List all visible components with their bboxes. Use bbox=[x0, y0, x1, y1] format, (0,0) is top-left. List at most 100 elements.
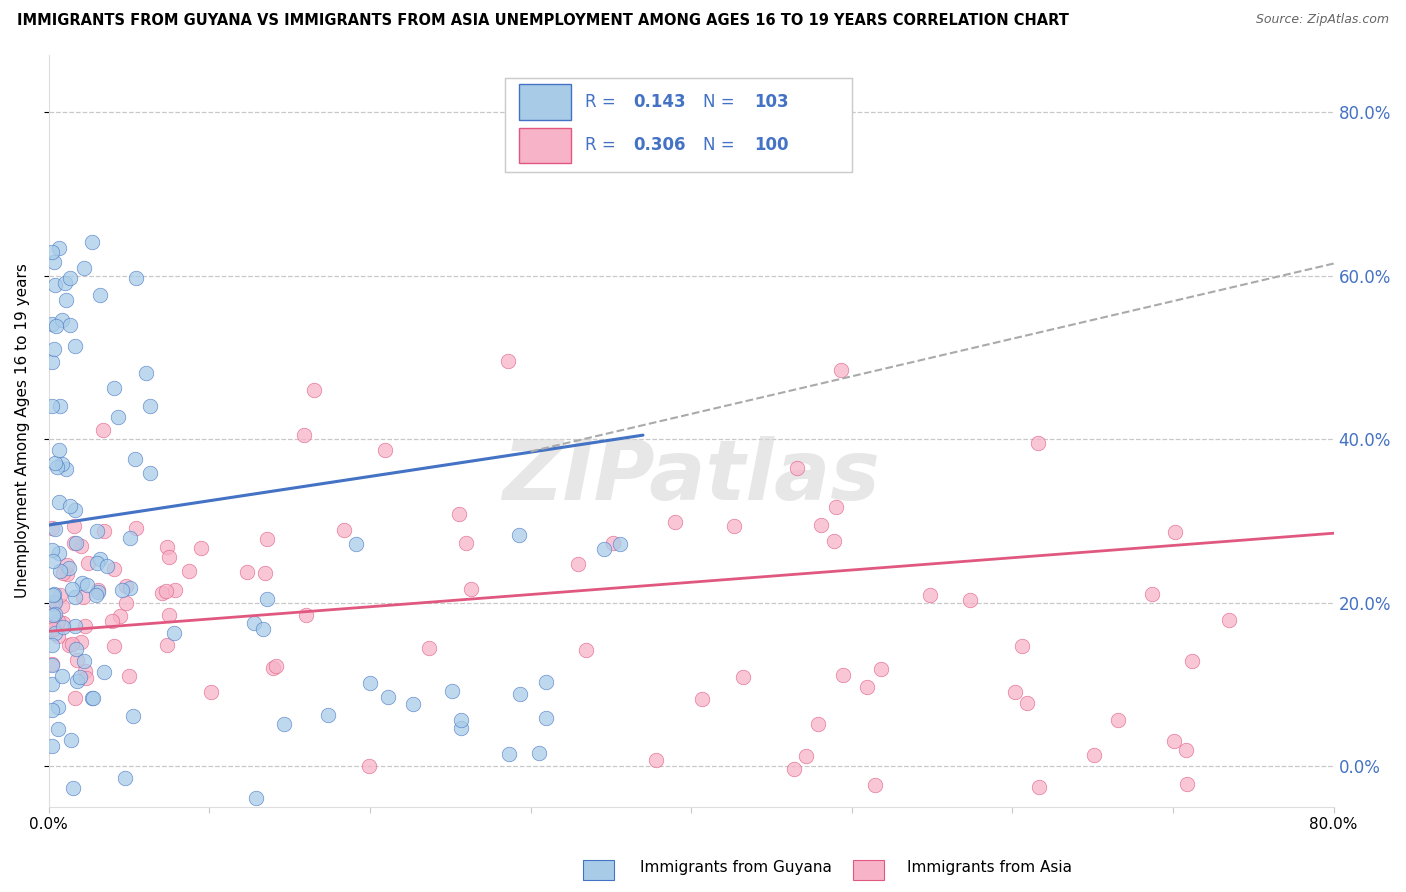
Point bbox=[441, 683, 464, 698]
Point bbox=[46, 459, 69, 474]
Point bbox=[52, 566, 75, 580]
Point bbox=[86, 556, 108, 570]
Point bbox=[41, 543, 63, 558]
Point bbox=[62, 780, 84, 795]
Point bbox=[262, 661, 284, 675]
Point bbox=[44, 595, 66, 609]
Point bbox=[41, 521, 63, 535]
Point bbox=[84, 588, 107, 602]
Point bbox=[253, 566, 276, 581]
Point bbox=[48, 588, 70, 602]
Point bbox=[534, 674, 557, 689]
Point bbox=[402, 697, 425, 711]
Point bbox=[593, 541, 616, 556]
Point bbox=[256, 532, 278, 546]
Point bbox=[332, 523, 354, 537]
Point bbox=[42, 622, 65, 636]
Point bbox=[252, 622, 274, 636]
Point bbox=[75, 619, 97, 633]
Point bbox=[498, 747, 520, 762]
Point bbox=[70, 576, 93, 591]
Point bbox=[1175, 743, 1198, 757]
Point bbox=[60, 582, 83, 596]
Point bbox=[1218, 613, 1240, 627]
Point bbox=[110, 609, 132, 624]
Point bbox=[96, 558, 118, 573]
Point bbox=[63, 339, 86, 353]
Point bbox=[295, 608, 318, 623]
Point bbox=[1028, 435, 1050, 450]
Point bbox=[52, 620, 75, 634]
Point bbox=[454, 535, 477, 549]
Point bbox=[139, 399, 162, 413]
Point bbox=[810, 518, 832, 533]
Point bbox=[273, 716, 295, 731]
Point bbox=[264, 658, 287, 673]
Point bbox=[575, 642, 598, 657]
Point bbox=[44, 254, 66, 268]
Text: Immigrants from Guyana: Immigrants from Guyana bbox=[640, 860, 831, 874]
Point bbox=[51, 457, 73, 471]
Point bbox=[156, 639, 179, 653]
Point bbox=[80, 235, 103, 249]
Point bbox=[107, 409, 129, 424]
Point bbox=[1017, 697, 1039, 711]
Point bbox=[794, 749, 817, 764]
Point bbox=[316, 707, 339, 722]
Point bbox=[664, 515, 686, 529]
Point bbox=[76, 577, 98, 591]
Point bbox=[72, 590, 94, 604]
Point bbox=[645, 754, 668, 768]
Point bbox=[41, 354, 63, 368]
Point bbox=[101, 615, 124, 629]
Point bbox=[1028, 780, 1050, 794]
Point bbox=[163, 625, 186, 640]
Point bbox=[63, 691, 86, 706]
Point bbox=[449, 507, 471, 521]
Point bbox=[44, 456, 66, 470]
Point bbox=[51, 669, 73, 683]
Point bbox=[82, 690, 104, 705]
Point bbox=[41, 638, 63, 652]
Point bbox=[103, 562, 125, 576]
Point bbox=[357, 758, 380, 772]
Point bbox=[825, 500, 848, 515]
Point bbox=[41, 318, 63, 332]
Point bbox=[56, 566, 79, 581]
Point bbox=[114, 771, 136, 785]
Point bbox=[863, 778, 886, 792]
Point bbox=[46, 629, 69, 643]
Point bbox=[44, 597, 66, 611]
Point bbox=[44, 277, 66, 292]
Point bbox=[60, 636, 83, 650]
Point bbox=[856, 681, 879, 695]
Point bbox=[731, 670, 754, 684]
Point bbox=[920, 588, 942, 602]
Point bbox=[89, 551, 111, 566]
Point bbox=[125, 521, 148, 535]
Point bbox=[115, 596, 138, 610]
Point bbox=[69, 670, 91, 684]
Point bbox=[1164, 525, 1187, 540]
Point bbox=[46, 722, 69, 736]
Point bbox=[93, 524, 115, 539]
Text: IMMIGRANTS FROM GUYANA VS IMMIGRANTS FROM ASIA UNEMPLOYMENT AMONG AGES 16 TO 19 : IMMIGRANTS FROM GUYANA VS IMMIGRANTS FRO… bbox=[17, 13, 1069, 29]
Point bbox=[344, 537, 367, 551]
Point bbox=[49, 399, 72, 413]
Point bbox=[157, 549, 180, 564]
Point bbox=[118, 581, 141, 595]
Point bbox=[155, 584, 177, 599]
Point bbox=[48, 442, 70, 457]
Point bbox=[44, 523, 66, 537]
Text: Source: ZipAtlas.com: Source: ZipAtlas.com bbox=[1256, 13, 1389, 27]
Point bbox=[496, 354, 519, 368]
Point bbox=[235, 565, 257, 579]
Point bbox=[58, 561, 80, 575]
Point bbox=[359, 675, 381, 690]
Point bbox=[42, 342, 65, 356]
Point bbox=[124, 452, 146, 467]
Point bbox=[782, 763, 804, 777]
Point bbox=[1011, 640, 1033, 654]
Point bbox=[125, 271, 148, 285]
Point bbox=[256, 591, 278, 606]
